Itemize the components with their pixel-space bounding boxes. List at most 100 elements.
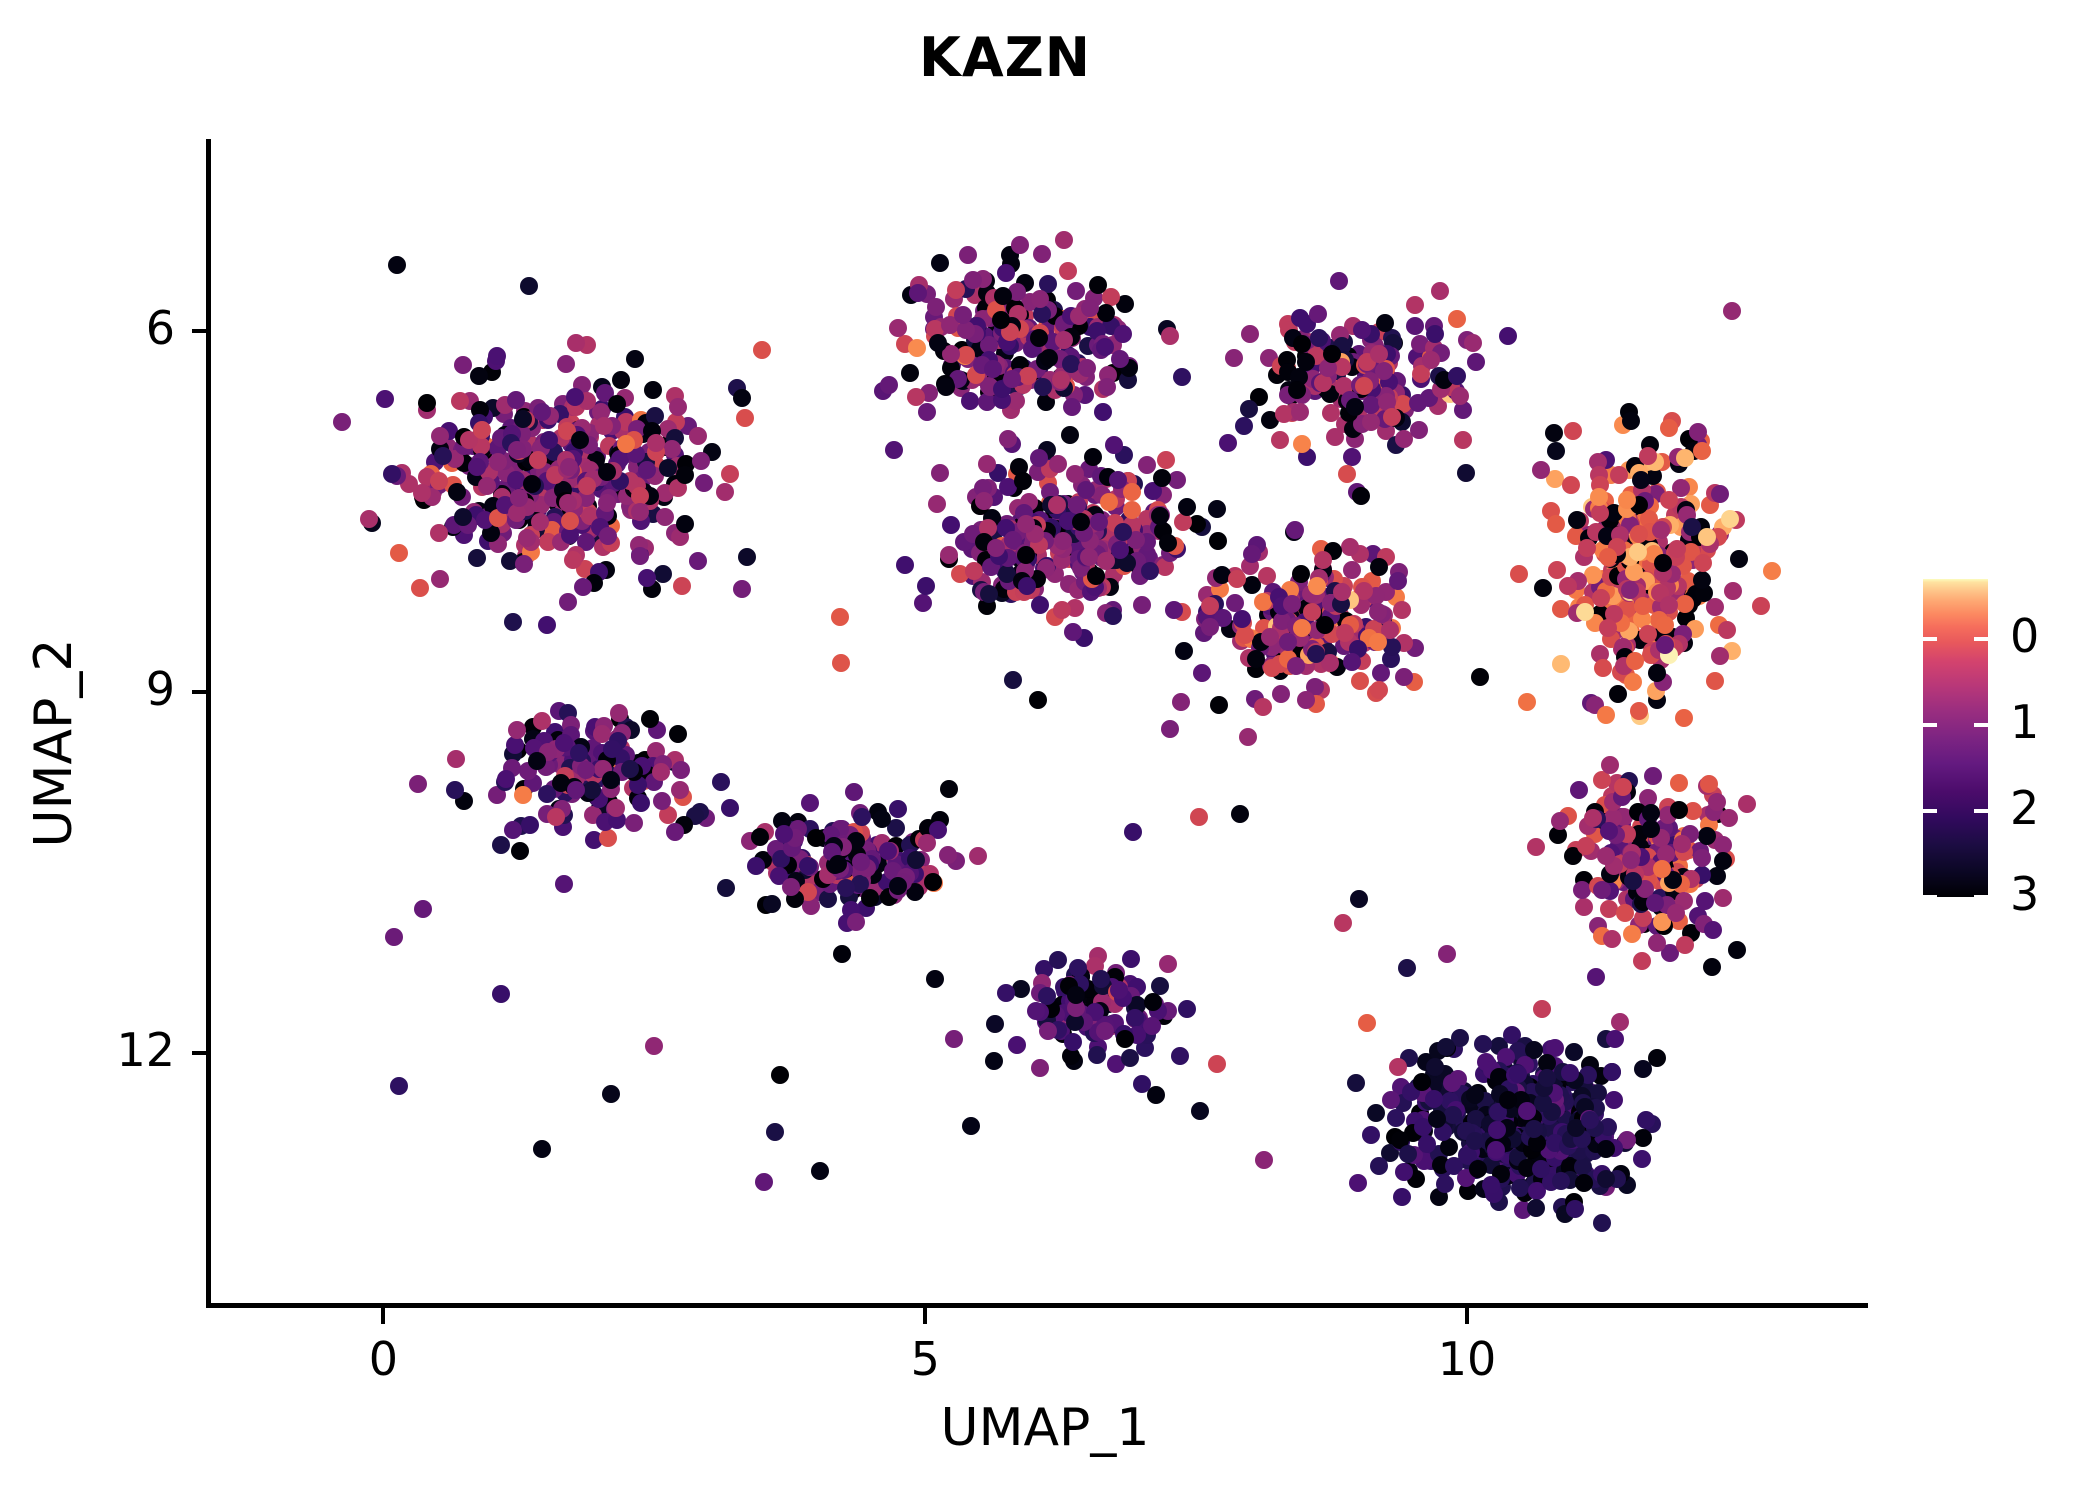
scatter-point	[853, 808, 872, 827]
scatter-point	[1389, 1058, 1408, 1077]
scatter-point	[1028, 691, 1047, 710]
scatter-point	[1296, 691, 1315, 710]
scatter-point	[1232, 610, 1251, 629]
scatter-point	[1354, 376, 1373, 395]
scatter-point	[1368, 602, 1387, 621]
scatter-point	[1124, 823, 1143, 842]
scatter-point	[1031, 595, 1050, 614]
scatter-point	[878, 841, 897, 860]
scatter-point	[1653, 553, 1672, 572]
scatter-point	[1569, 781, 1588, 800]
scatter-point	[1345, 398, 1364, 417]
scatter-point	[504, 613, 523, 632]
scatter-point	[1406, 296, 1425, 315]
scatter-point	[1055, 331, 1074, 350]
scatter-point	[492, 835, 511, 854]
scatter-point	[1517, 693, 1536, 712]
scatter-point	[1370, 344, 1389, 363]
scatter-point	[819, 890, 838, 909]
scatter-point	[1189, 807, 1208, 826]
scatter-point	[1598, 619, 1617, 638]
scatter-points-layer	[210, 139, 1868, 1306]
scatter-point	[1574, 898, 1593, 917]
scatter-point	[1564, 1042, 1583, 1061]
scatter-point	[711, 773, 730, 792]
scatter-point	[715, 482, 734, 501]
scatter-point	[806, 828, 825, 847]
scatter-point	[1096, 1021, 1115, 1040]
scatter-point	[927, 495, 946, 514]
scatter-point	[1086, 567, 1105, 586]
scatter-point	[996, 264, 1015, 283]
colorbar-tick-label: 1	[2010, 695, 2040, 750]
scatter-point	[1546, 442, 1565, 461]
scatter-point	[1177, 1000, 1196, 1019]
x-tick-label: 10	[1437, 1332, 1497, 1386]
scatter-point	[1343, 447, 1362, 466]
scatter-point	[738, 548, 757, 567]
scatter-point	[1633, 1149, 1652, 1168]
scatter-point	[1710, 646, 1729, 665]
scatter-point	[918, 403, 937, 421]
scatter-point	[1172, 367, 1191, 386]
scatter-point	[1453, 430, 1472, 449]
scatter-point	[1397, 959, 1416, 978]
scatter-point	[953, 305, 972, 324]
scatter-point	[1113, 522, 1132, 541]
scatter-point	[961, 1117, 980, 1136]
scatter-point	[1068, 959, 1087, 978]
scatter-point	[1048, 950, 1067, 969]
scatter-point	[1369, 680, 1388, 699]
scatter-point	[1103, 607, 1122, 626]
scatter-point	[833, 945, 852, 964]
scatter-point	[1306, 644, 1325, 663]
scatter-point	[672, 760, 691, 779]
scatter-point	[968, 846, 987, 865]
scatter-point	[1531, 461, 1550, 480]
scatter-point	[1646, 893, 1665, 912]
scatter-point	[721, 799, 740, 818]
scatter-point	[506, 390, 525, 409]
scatter-point	[1026, 1001, 1045, 1020]
scatter-point	[942, 515, 961, 534]
scatter-point	[563, 550, 582, 569]
scatter-point	[446, 749, 465, 768]
scatter-point	[582, 781, 601, 800]
scatter-point	[1576, 602, 1595, 621]
scatter-point	[1498, 326, 1517, 345]
scatter-point	[521, 815, 539, 834]
scatter-point	[1279, 632, 1298, 651]
scatter-point	[1436, 1175, 1455, 1194]
scatter-point	[602, 770, 621, 789]
scatter-point	[1200, 617, 1219, 636]
scatter-point	[691, 452, 710, 471]
scatter-point	[1666, 903, 1685, 922]
scatter-point	[1190, 1102, 1209, 1121]
scatter-point	[577, 476, 596, 495]
scatter-point	[1481, 1175, 1500, 1194]
scatter-point	[987, 538, 1006, 557]
colorbar-tick-mark	[1974, 723, 1988, 728]
scatter-point	[1234, 416, 1253, 435]
scatter-point	[1682, 517, 1701, 536]
scatter-point	[652, 763, 671, 782]
scatter-point	[594, 416, 613, 435]
scatter-point	[1705, 598, 1724, 617]
scatter-point	[1171, 1046, 1190, 1065]
scatter-point	[1260, 627, 1279, 646]
scatter-point	[1030, 289, 1049, 308]
colorbar-tick-mark	[1923, 723, 1937, 728]
scatter-point	[511, 842, 530, 861]
scatter-point	[431, 426, 450, 445]
scatter-point	[1235, 626, 1254, 645]
scatter-point	[1466, 353, 1485, 372]
scatter-point	[763, 894, 782, 913]
scatter-point	[1638, 789, 1657, 808]
scatter-point	[1340, 538, 1359, 557]
scatter-point	[1465, 1132, 1484, 1151]
scatter-point	[1274, 404, 1293, 423]
scatter-point	[1448, 310, 1467, 329]
scatter-point	[1392, 1188, 1411, 1207]
scatter-point	[557, 354, 576, 373]
scatter-point	[1567, 510, 1586, 529]
